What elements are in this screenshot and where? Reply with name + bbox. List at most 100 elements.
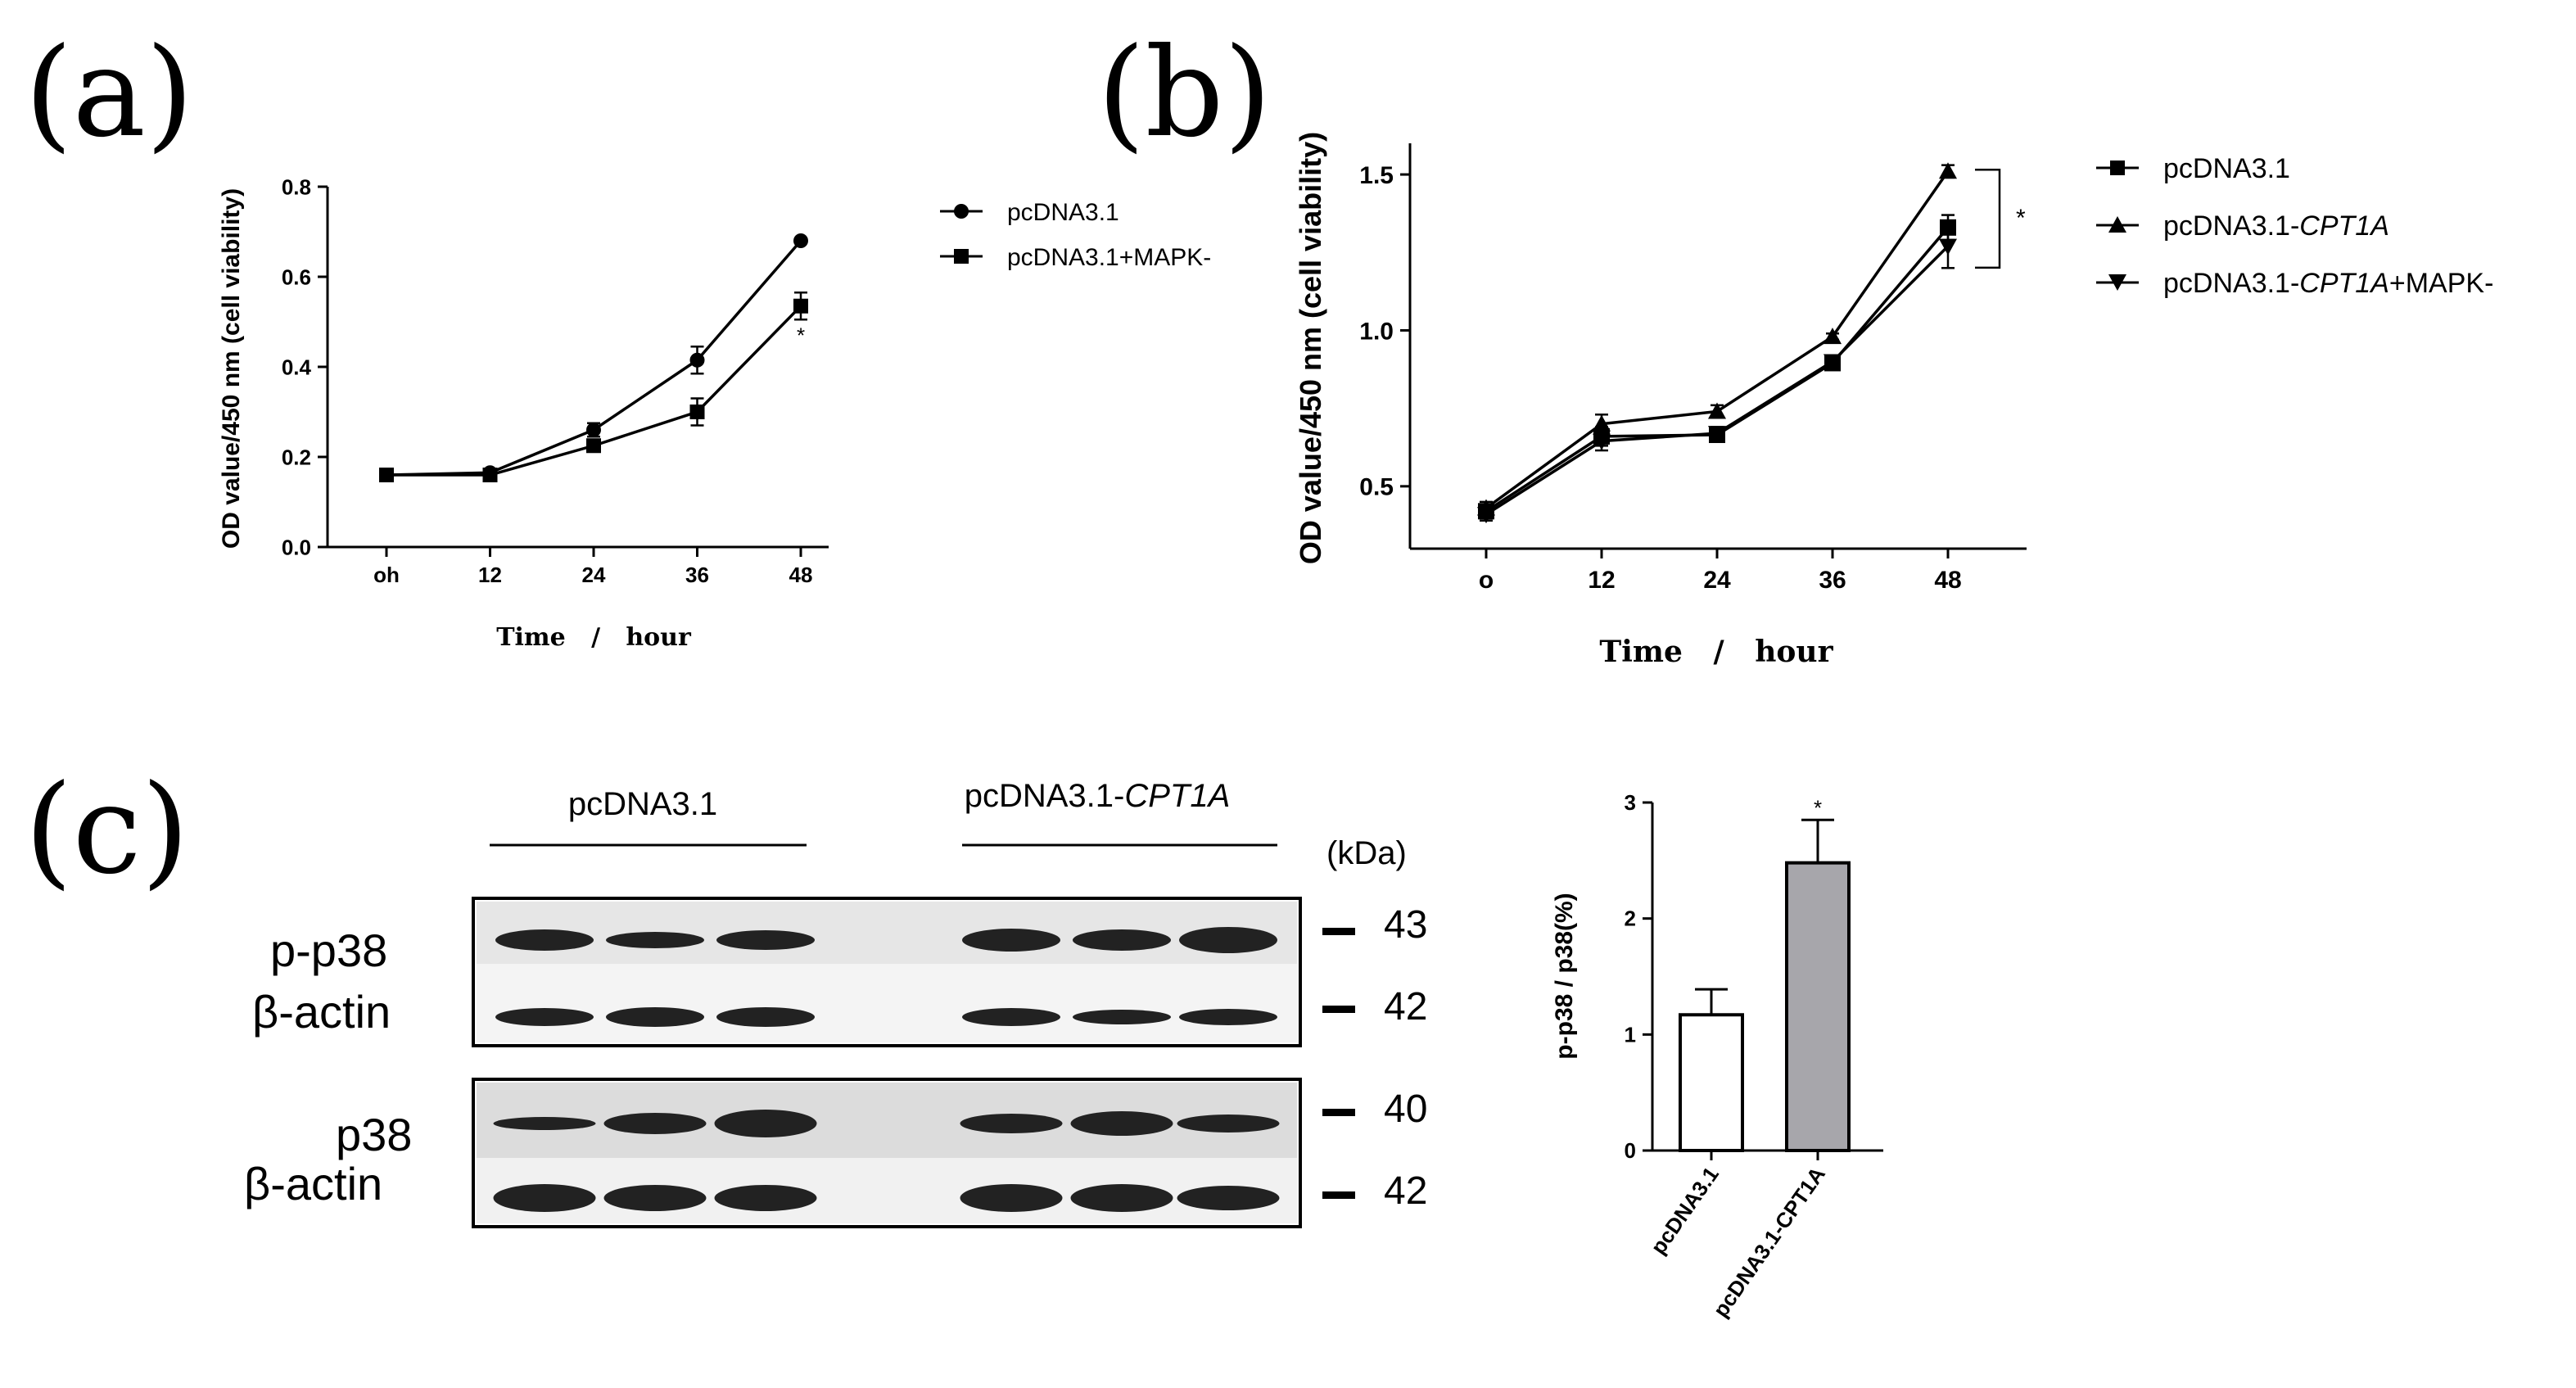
legend-b-marker-triangle-down [2108, 274, 2126, 291]
legend-b-label-3-suffix: +MAPK- [2389, 268, 2494, 299]
chart-a-xtick-label: oh [373, 563, 400, 587]
blot-unit-label: (kDa) [1326, 835, 1407, 871]
legend-b-marker-triangle-up [2108, 216, 2126, 233]
chart-a-series-0-point [586, 423, 601, 437]
chart-b-ytick-label: 1.5 [1359, 162, 1394, 189]
chart-a-series-1-point [482, 468, 498, 482]
panel-label-c: (c) [25, 759, 189, 902]
chart-b-xtick-label: 48 [1934, 567, 1961, 594]
legend-a-marker-square [954, 249, 969, 264]
chart-b-series-2-line [1485, 245, 1950, 516]
chart-a-significance: * [797, 323, 805, 347]
panel-label-b: (b) [1097, 22, 1272, 165]
chart-b-legend: pcDNA3.1 pcDNA3.1-CPT1A pcDNA3.1-CPT1A+M… [2096, 153, 2493, 299]
chart-a-xlabel: Time / hour [496, 623, 692, 652]
blot-group-label-right-gene: CPT1A [1124, 778, 1230, 814]
chart-a-ytick-label: 0.0 [282, 535, 311, 559]
blot-band-row3-lane0 [493, 1184, 596, 1212]
chart-c-ytick-label: 3 [1625, 790, 1636, 815]
legend-b-label-3-prefix: pcDNA3.1- [2163, 268, 2299, 299]
chart-b-significance: * [2016, 205, 2026, 232]
blot-group-label-right-prefix: pcDNA3.1- [965, 778, 1125, 814]
blot-band-row2-lane5 [1177, 1114, 1280, 1133]
chart-a-ylabel: OD value/450 nm (cell viability) [218, 188, 245, 549]
blot-band-row3-lane4 [1070, 1184, 1173, 1212]
chart-a-series-1-point [689, 405, 705, 419]
blot-row-label-actin-2: β-actin [244, 1158, 382, 1209]
chart-c-category-label-0: pcDNA3.1 [1646, 1162, 1724, 1259]
chart-b-xtick-label: 12 [1588, 567, 1615, 594]
chart-b-series-1-point [1824, 328, 1842, 345]
kda-tick-43 [1322, 928, 1355, 935]
legend-b-marker-square [2110, 161, 2125, 175]
chart-b-xtick-label: o [1479, 567, 1494, 594]
legend-b-label-1: pcDNA3.1 [2163, 153, 2290, 184]
blot-group-label-right: pcDNA3.1-CPT1A [965, 778, 1231, 814]
blot-row-label-p38: p38 [336, 1109, 412, 1160]
chart-c-ylabel: p-p38 / p38(%) [1551, 893, 1578, 1059]
blot-band-row0-lane0 [495, 929, 594, 951]
chart-a: OD value/450 nm (cell viability) Time / … [218, 174, 1211, 652]
chart-c-category-label-1: pcDNA3.1-CPT1A [1708, 1162, 1830, 1322]
chart-a-series-0-point [793, 233, 808, 248]
blot-band-row3-lane3 [960, 1184, 1063, 1212]
blot-band-row0-lane2 [716, 930, 815, 950]
chart-c-bar-1 [1785, 861, 1851, 1152]
kda-value-43: 43 [1384, 903, 1427, 947]
chart-c-ytick-label: 0 [1625, 1138, 1636, 1163]
chart-a-series-0-point [689, 352, 705, 368]
chart-b: OD value/450 nm (cell viability) Time / … [1294, 132, 2493, 669]
kda-value-42a: 42 [1384, 985, 1427, 1029]
chart-a-xtick-label: 12 [478, 563, 502, 587]
chart-a-series-1-point [586, 438, 601, 454]
blot-strip-actin-1 [477, 964, 1297, 1042]
legend-b-label-2-gene: CPT1A [2299, 210, 2389, 242]
blot-band-row2-lane1 [603, 1113, 707, 1134]
chart-b-significance-bracket [1975, 169, 2001, 269]
chart-b-series-2-point [1708, 426, 1726, 443]
kda-tick-40 [1322, 1109, 1355, 1116]
blot-band-row1-lane3 [962, 1008, 1060, 1026]
blot-strip-actin-2 [477, 1158, 1297, 1223]
kda-tick-42a [1322, 1006, 1355, 1013]
legend-a-label-1: pcDNA3.1 [1007, 199, 1119, 226]
blot-band-row3-lane5 [1177, 1186, 1280, 1210]
panel-label-a: (a) [25, 22, 193, 165]
blot-band-row2-lane2 [714, 1110, 817, 1137]
chart-c-ytick-label: 2 [1625, 906, 1636, 931]
chart-b-series-1-point [1708, 402, 1726, 419]
blot-band-row1-lane4 [1073, 1010, 1171, 1024]
chart-a-ytick-label: 0.2 [282, 445, 311, 469]
chart-a-ytick-label: 0.4 [282, 355, 312, 379]
chart-b-ytick-label: 0.5 [1359, 474, 1394, 501]
blot-row-label-p-p38: p-p38 [270, 925, 387, 976]
chart-a-xtick-label: 48 [789, 563, 813, 587]
blot-band-row3-lane1 [603, 1185, 707, 1211]
chart-c-ytick-label: 1 [1625, 1022, 1636, 1047]
blot-band-row1-lane5 [1179, 1009, 1277, 1025]
blot-band-row3-lane2 [714, 1185, 817, 1211]
blot-band-row0-lane4 [1073, 929, 1171, 951]
legend-b-label-3-gene: CPT1A [2299, 268, 2389, 299]
legend-b-label-2: pcDNA3.1-CPT1A [2163, 210, 2389, 242]
chart-b-xtick-label: 24 [1703, 567, 1731, 594]
legend-b-label-1-text: pcDNA3.1 [2163, 153, 2290, 184]
blot-group-label-left: pcDNA3.1 [568, 786, 717, 822]
chart-c-significance: * [1814, 795, 1822, 820]
kda-value-42b: 42 [1384, 1169, 1427, 1213]
chart-a-legend: pcDNA3.1 pcDNA3.1+MAPK- [940, 199, 1211, 271]
blot-band-row2-lane3 [960, 1114, 1063, 1133]
blot-band-row2-lane0 [493, 1117, 596, 1130]
chart-b-series-2-point [1824, 354, 1842, 371]
chart-b-series-1-point [1593, 414, 1611, 432]
chart-b-series-1-line [1485, 170, 1950, 509]
chart-b-series-2-point [1593, 433, 1611, 450]
chart-c: p-p38 / p38(%) 0 1 2 3 pcDNA3.1pcDNA3.1-CPT1… [1551, 790, 1883, 1322]
chart-b-series-2-point [1939, 238, 1957, 255]
chart-a-series-1-point [379, 468, 394, 482]
chart-b-series-1-point [1939, 162, 1957, 179]
blot-band-row0-lane5 [1179, 927, 1277, 953]
legend-b-label-2-prefix: pcDNA3.1- [2163, 210, 2299, 242]
chart-a-xtick-label: 36 [685, 563, 709, 587]
